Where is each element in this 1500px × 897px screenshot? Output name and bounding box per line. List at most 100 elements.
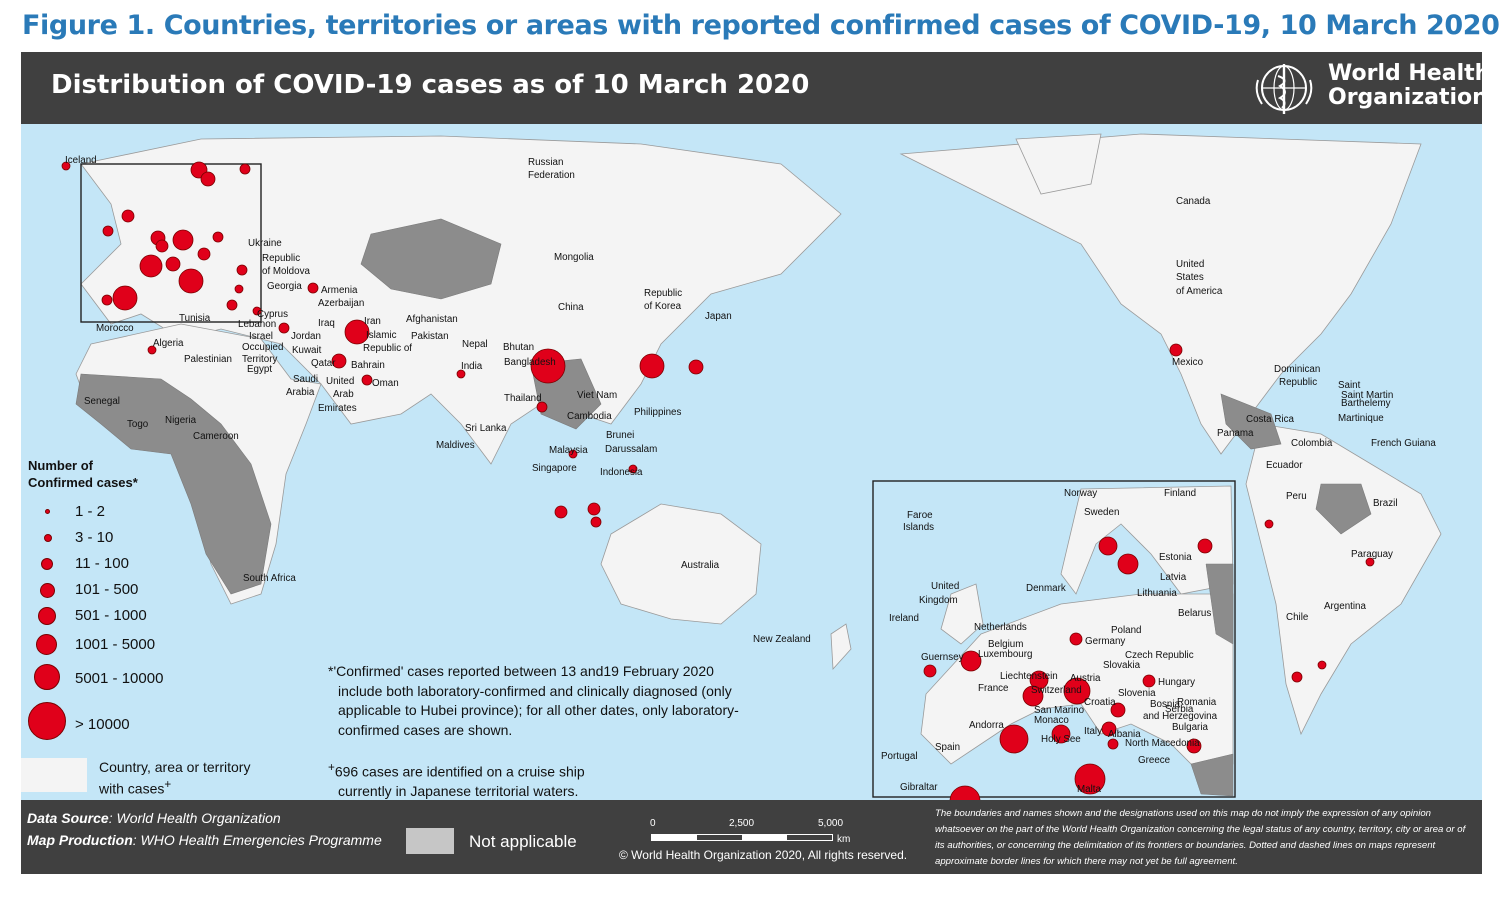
legend-country-sup: + [164, 778, 172, 791]
inset-label-romania: Romania [1177, 697, 1217, 708]
case-circle [536, 401, 548, 413]
label-islamic: Islamic [366, 330, 397, 341]
case-circle [949, 785, 981, 800]
case-circle [212, 231, 224, 243]
area-central-america [1220, 393, 1282, 450]
inset-label-slovenia: Slovenia [1118, 688, 1156, 699]
legend-class-5: 501 - 1000 [21, 604, 171, 634]
inset-label-guernsey: Guernsey [921, 652, 964, 663]
inset-label-liechtenstein: Liechtenstein [1000, 671, 1058, 682]
label-oman: Oman [372, 378, 399, 389]
label-china: China [558, 302, 584, 313]
landmass-eurasia [80, 135, 842, 465]
area-amazon [1315, 483, 1372, 535]
case-circle [197, 247, 211, 261]
label-nepal: Nepal [462, 339, 488, 350]
case-circle [112, 285, 138, 311]
legend-title-line1: Number of [28, 458, 93, 473]
case-circle [568, 449, 578, 459]
label-qatar: Qatar [311, 358, 336, 369]
inset-label-san-marino: San Marino [1034, 705, 1085, 716]
label-morocco: Morocco [96, 323, 134, 334]
case-circle [172, 229, 194, 251]
label-maldives: Maldives [436, 440, 475, 451]
label-us-2: States [1176, 272, 1204, 283]
label-india: India [461, 361, 483, 372]
legend-class-2: 3 - 10 [21, 526, 171, 556]
data-source: Data Source: World Health Organization [27, 810, 281, 826]
europe-inset-marker [80, 163, 262, 323]
label-tunisia: Tunisia [179, 313, 211, 324]
legend-class-4: 101 - 500 [21, 578, 171, 608]
label-dominican-1: Dominican [1274, 364, 1321, 375]
case-circle [530, 348, 566, 384]
legend-country-line2-wrap: with cases+ [99, 776, 250, 798]
case-circle [239, 163, 251, 175]
inset-label-austria: Austria [1070, 673, 1101, 684]
landmass-new-zealand [830, 623, 852, 670]
label-uae-2: Arab [333, 389, 354, 400]
inset-turkey [1190, 753, 1234, 797]
case-circle [1291, 671, 1303, 683]
inset-label-belarus: Belarus [1178, 608, 1212, 619]
label-brunei-2: Darussalam [605, 444, 658, 455]
case-circle [587, 502, 601, 516]
label-french-guiana: French Guiana [1371, 438, 1436, 449]
legend-dot [34, 664, 60, 690]
inset-label-finland: Finland [1164, 488, 1197, 499]
disclaimer: The boundaries and names shown and the d… [935, 808, 1466, 867]
case-circle [331, 353, 347, 369]
inset-label-switzerland: Switzerland [1031, 685, 1082, 696]
cruise-note: +696 cases are identified on a cruise sh… [328, 758, 585, 802]
label-south-africa: South Africa [243, 573, 296, 584]
label-territory: Territory [242, 354, 278, 365]
label-iceland: Iceland [65, 155, 97, 166]
label-egypt: Egypt [247, 364, 273, 375]
inset-label-sweden: Sweden [1084, 507, 1120, 518]
case-circle [361, 374, 373, 386]
legend-dot [44, 534, 52, 542]
label-bhutan: Bhutan [503, 342, 535, 353]
legend-class-6: 1001 - 5000 [21, 632, 171, 662]
legend-title-line2: Confirmed cases* [28, 475, 138, 490]
europe-inset-grey [1190, 563, 1234, 797]
legend-country-line1: Country, area or territory [99, 759, 251, 775]
inset-label-monaco: Monaco [1034, 715, 1069, 726]
inset-label-france: France [978, 683, 1009, 694]
inset-label-andorra: Andorra [969, 720, 1004, 731]
map-production-label: Map Production [27, 832, 133, 848]
legend-class-8: > 10000 [21, 702, 171, 742]
case-circle [165, 256, 181, 272]
case-circle [147, 345, 157, 355]
figure-title: Figure 1. Countries, territories or area… [22, 10, 1500, 41]
legend-title: Number of Confirmed cases* [28, 457, 138, 491]
area-sahara-africa [75, 373, 272, 595]
cruise-line1: 696 cases are identified on a cruise shi… [334, 763, 585, 780]
legend-label: 3 - 10 [75, 529, 114, 546]
case-circle [1317, 660, 1327, 670]
legend-dot [41, 558, 53, 570]
case-circle [139, 254, 163, 278]
inset-label-bulgaria: Bulgaria [1172, 722, 1208, 733]
inset-label-serbia: Serbia [1165, 704, 1194, 715]
map-header: Distribution of COVID-19 cases as of 10 … [21, 52, 1482, 124]
label-mexico: Mexico [1172, 357, 1204, 368]
case-circle [61, 161, 71, 171]
label-australia: Australia [681, 560, 720, 571]
case-circle [1022, 685, 1044, 707]
label-bangladesh: Bangladesh [504, 357, 556, 368]
area-central-asia [360, 218, 502, 300]
label-bahrain: Bahrain [351, 360, 385, 371]
legend-label: 1001 - 5000 [75, 636, 156, 653]
inset-label-croatia: Croatia [1084, 697, 1116, 708]
inset-label-holy-see: Holy See [1041, 734, 1081, 745]
label-chile: Chile [1286, 612, 1309, 623]
inset-label-slovakia: Slovakia [1103, 660, 1141, 671]
case-circle [923, 664, 937, 678]
label-moldova-1: Republic [262, 253, 301, 264]
label-malaysia: Malaysia [549, 445, 588, 456]
scale-label-0: 0 [650, 818, 656, 829]
case-circle [200, 171, 216, 187]
case-circle [1098, 536, 1118, 556]
label-kuwait: Kuwait [292, 345, 322, 356]
